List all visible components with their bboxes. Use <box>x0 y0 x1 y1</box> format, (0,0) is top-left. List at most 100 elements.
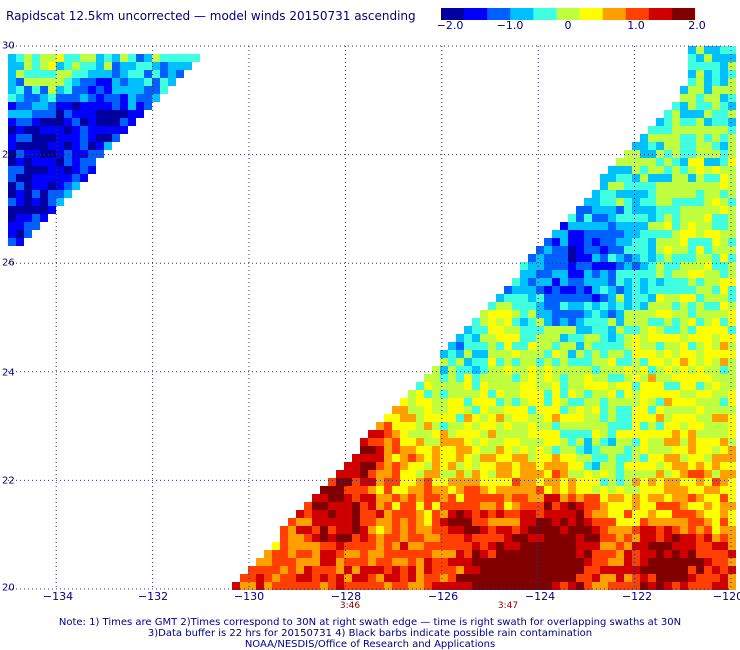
wind-diff-cell <box>688 486 696 494</box>
wind-diff-cell <box>496 462 504 470</box>
wind-diff-cell <box>568 462 576 470</box>
wind-diff-cell <box>616 566 624 574</box>
wind-diff-cell <box>704 174 712 182</box>
wind-diff-cell <box>592 190 600 198</box>
wind-diff-cell <box>344 526 352 534</box>
wind-diff-cell <box>544 566 552 574</box>
wind-diff-cell <box>376 494 384 502</box>
wind-diff-cell <box>456 574 464 582</box>
wind-diff-cell <box>560 406 568 414</box>
wind-diff-cell <box>512 542 520 550</box>
wind-diff-cell <box>472 526 480 534</box>
wind-diff-cell <box>624 398 632 406</box>
wind-diff-cell <box>528 502 536 510</box>
wind-diff-cell <box>392 534 400 542</box>
wind-diff-cell <box>632 414 640 422</box>
wind-diff-cell <box>512 510 520 518</box>
wind-diff-cell <box>640 430 648 438</box>
wind-diff-cell <box>56 86 64 94</box>
wind-diff-cell <box>680 206 688 214</box>
wind-diff-cell <box>56 182 64 190</box>
wind-diff-cell <box>688 126 696 134</box>
wind-diff-cell <box>680 422 688 430</box>
wind-diff-cell <box>616 518 624 526</box>
wind-diff-cell <box>696 310 704 318</box>
wind-diff-cell <box>608 566 616 574</box>
wind-diff-cell <box>688 326 696 334</box>
wind-diff-cell <box>88 102 96 110</box>
wind-diff-cell <box>688 278 696 286</box>
wind-diff-cell <box>648 502 656 510</box>
wind-diff-cell <box>624 174 632 182</box>
wind-diff-cell <box>392 430 400 438</box>
wind-diff-cell <box>592 462 600 470</box>
wind-diff-cell <box>712 558 720 566</box>
wind-diff-cell <box>16 134 24 142</box>
wind-diff-cell <box>544 318 552 326</box>
wind-diff-cell <box>112 110 120 118</box>
wind-diff-cell <box>544 406 552 414</box>
wind-diff-cell <box>552 582 560 590</box>
wind-diff-cell <box>544 462 552 470</box>
wind-diff-cell <box>80 126 88 134</box>
wind-diff-cell <box>576 246 584 254</box>
wind-diff-cell <box>576 574 584 582</box>
wind-diff-cell <box>672 566 680 574</box>
wind-diff-cell <box>648 198 656 206</box>
wind-diff-cell <box>712 158 720 166</box>
wind-diff-cell <box>480 414 488 422</box>
wind-diff-cell <box>704 446 712 454</box>
wind-diff-cell <box>592 262 600 270</box>
wind-diff-cell <box>648 158 656 166</box>
wind-diff-cell <box>728 390 736 398</box>
wind-diff-cell <box>408 518 416 526</box>
wind-diff-cell <box>728 214 736 222</box>
wind-diff-cell <box>568 366 576 374</box>
wind-diff-cell <box>344 486 352 494</box>
wind-diff-cell <box>544 486 552 494</box>
wind-diff-cell <box>656 262 664 270</box>
wind-diff-cell <box>664 262 672 270</box>
wind-diff-cell <box>352 454 360 462</box>
wind-diff-cell <box>640 486 648 494</box>
wind-diff-cell <box>664 142 672 150</box>
wind-diff-cell <box>616 470 624 478</box>
wind-diff-cell <box>536 582 544 590</box>
wind-diff-cell <box>696 174 704 182</box>
wind-diff-cell <box>600 526 608 534</box>
wind-diff-cell <box>80 54 88 62</box>
wind-diff-cell <box>704 134 712 142</box>
wind-diff-cell <box>504 502 512 510</box>
wind-diff-cell <box>616 414 624 422</box>
wind-diff-cell <box>648 478 656 486</box>
wind-diff-cell <box>592 494 600 502</box>
wind-diff-cell <box>280 566 288 574</box>
wind-diff-cell <box>464 414 472 422</box>
wind-diff-cell <box>712 310 720 318</box>
wind-diff-cell <box>264 566 272 574</box>
wind-diff-cell <box>24 206 32 214</box>
wind-diff-cell <box>416 478 424 486</box>
wind-diff-cell <box>8 78 16 86</box>
wind-diff-cell <box>536 254 544 262</box>
wind-diff-cell <box>560 262 568 270</box>
wind-diff-cell <box>320 518 328 526</box>
wind-diff-cell <box>560 430 568 438</box>
wind-diff-cell <box>448 438 456 446</box>
wind-diff-cell <box>408 566 416 574</box>
wind-diff-cell <box>648 566 656 574</box>
wind-diff-cell <box>464 534 472 542</box>
wind-diff-cell <box>248 574 256 582</box>
wind-diff-cell <box>608 534 616 542</box>
wind-diff-cell <box>80 70 88 78</box>
wind-diff-cell <box>712 374 720 382</box>
wind-diff-cell <box>456 502 464 510</box>
wind-diff-cell <box>688 246 696 254</box>
wind-diff-cell <box>488 310 496 318</box>
wind-diff-cell <box>656 542 664 550</box>
wind-diff-cell <box>728 150 736 158</box>
wind-diff-cell <box>568 430 576 438</box>
wind-diff-cell <box>552 246 560 254</box>
wind-diff-cell <box>432 518 440 526</box>
wind-diff-cell <box>640 390 648 398</box>
